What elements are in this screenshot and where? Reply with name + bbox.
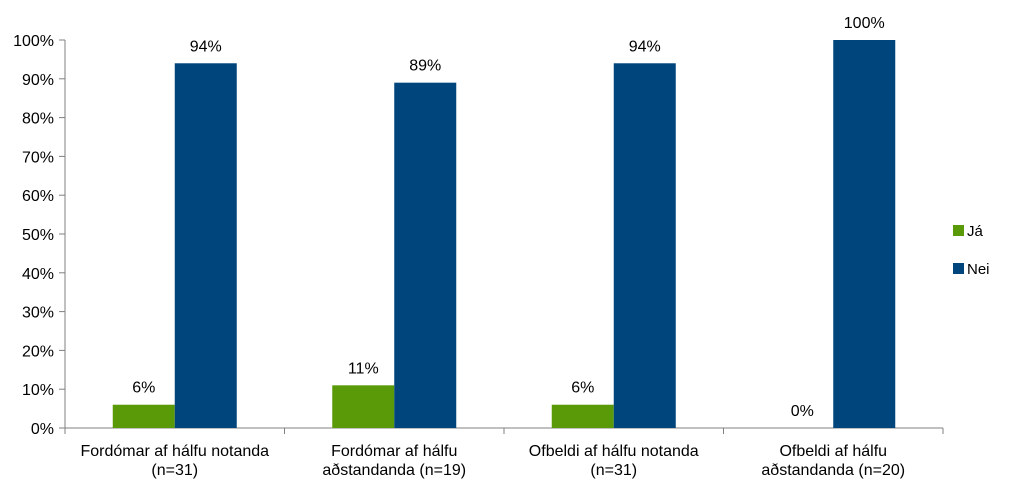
bar-ja bbox=[332, 385, 395, 428]
bar-nei bbox=[833, 40, 896, 428]
x-category-label: Ofbeldi af hálfu notanda (n=31) bbox=[529, 443, 699, 479]
data-label: 89% bbox=[409, 58, 441, 75]
y-tick-label: 40% bbox=[22, 266, 54, 283]
y-tick-label: 50% bbox=[22, 227, 54, 244]
y-tick-label: 60% bbox=[22, 188, 54, 205]
y-tick-label: 100% bbox=[13, 33, 54, 50]
y-tick-label: 10% bbox=[22, 382, 54, 399]
data-label: 94% bbox=[629, 38, 661, 55]
y-tick-label: 80% bbox=[22, 111, 54, 128]
data-label: 6% bbox=[571, 380, 594, 397]
legend: Já Nei bbox=[953, 223, 990, 278]
x-category-label: Fordómar af hálfu notanda (n=31) bbox=[80, 443, 269, 479]
x-category-label: Fordómar af hálfu aðstandanda (n=19) bbox=[322, 443, 466, 479]
data-label: 94% bbox=[190, 38, 222, 55]
bar-ja bbox=[112, 404, 175, 428]
bar-nei bbox=[613, 63, 676, 428]
bar-ja bbox=[551, 404, 614, 428]
data-labels: 6% 11% 6% 0% 94% 89% 94% 100% bbox=[132, 15, 885, 420]
legend-label: Já bbox=[967, 223, 984, 240]
y-tick-label: 90% bbox=[22, 72, 54, 89]
bar-nei bbox=[174, 63, 237, 428]
data-label: 11% bbox=[348, 360, 379, 377]
y-axis: 0% 10% 20% 30% 40% 50% 60% 70% 80% 90% 100% bbox=[13, 33, 66, 438]
data-label: 0% bbox=[791, 403, 814, 420]
legend-swatch bbox=[953, 225, 964, 236]
x-category-label: Ofbeldi af hálfu aðstandanda (n=20) bbox=[761, 443, 905, 479]
bar-nei bbox=[394, 82, 457, 429]
x-axis: Fordómar af hálfu notanda (n=31) Fordómar … bbox=[64, 427, 944, 479]
y-tick-label: 0% bbox=[31, 421, 54, 438]
y-tick-label: 20% bbox=[22, 343, 54, 360]
data-label: 6% bbox=[132, 380, 155, 397]
legend-label: Nei bbox=[967, 261, 990, 278]
data-label: 100% bbox=[844, 15, 885, 32]
y-tick-label: 70% bbox=[22, 149, 54, 166]
y-tick-label: 30% bbox=[22, 305, 54, 322]
legend-swatch bbox=[953, 263, 964, 274]
bars bbox=[112, 40, 896, 429]
